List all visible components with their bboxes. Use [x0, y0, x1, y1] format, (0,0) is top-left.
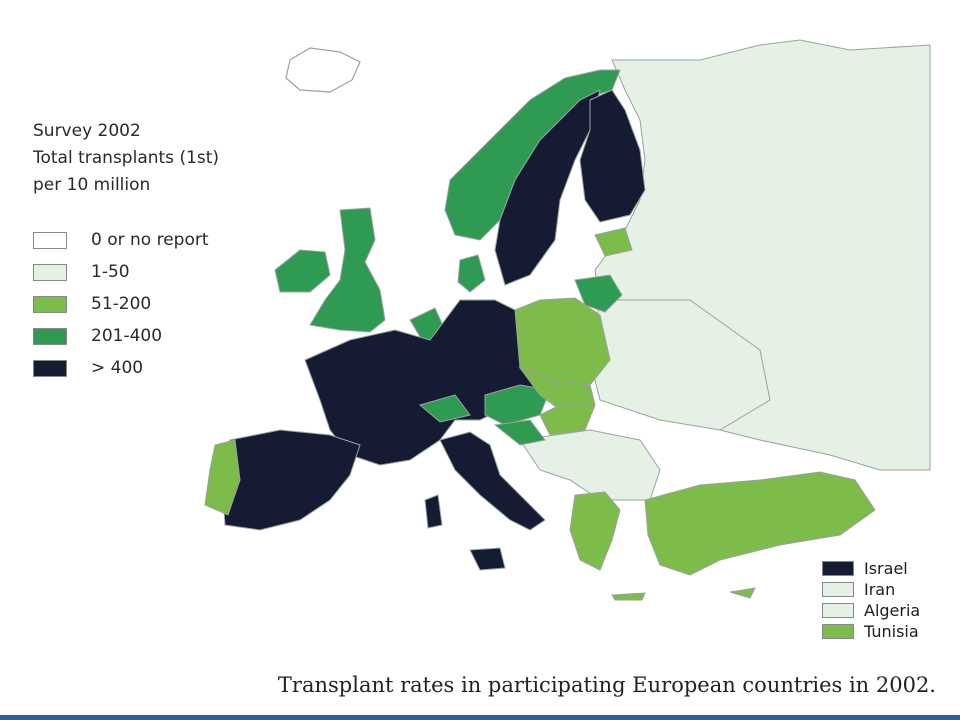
region-croatia — [493, 419, 546, 446]
region-hungary — [539, 404, 596, 436]
region-italy — [439, 431, 546, 531]
other-countries-legend: Israel Iran Algeria Tunisia — [822, 558, 920, 642]
figure-caption: Transplant rates in participating Europe… — [277, 673, 936, 697]
region-uk — [309, 207, 386, 333]
legend-title-line-3: per 10 million — [33, 175, 151, 195]
legend-label: 201-400 — [91, 326, 163, 346]
region-iceland — [285, 47, 361, 93]
bottom-accent-bar — [0, 715, 960, 720]
legend-label: 1-50 — [91, 262, 130, 282]
other-item-iran: Iran — [822, 579, 920, 600]
region-greece — [569, 491, 621, 571]
legend-label: > 400 — [91, 358, 144, 378]
legend-title-line-2: Total transplants (1st) — [33, 148, 220, 168]
legend-swatch — [822, 582, 854, 597]
region-cyprus — [729, 587, 756, 599]
region-finland — [579, 89, 646, 223]
legend-item-mid: 51-200 — [33, 288, 209, 320]
country-label: Israel — [864, 559, 908, 578]
region-denmark — [457, 254, 486, 293]
legend-swatch — [822, 603, 854, 618]
legend-swatch — [33, 359, 67, 377]
legend-swatch — [822, 561, 854, 576]
legend-item-low: 1-50 — [33, 256, 209, 288]
other-item-algeria: Algeria — [822, 600, 920, 621]
legend-item-top: > 400 — [33, 352, 209, 384]
region-sicily — [469, 547, 506, 571]
legend-item-none: 0 or no report — [33, 224, 209, 256]
other-item-israel: Israel — [822, 558, 920, 579]
legend-label: 51-200 — [91, 294, 152, 314]
legend-label: 0 or no report — [91, 230, 209, 250]
region-crete — [611, 592, 646, 601]
region-sardinia — [424, 494, 443, 529]
other-item-tunisia: Tunisia — [822, 621, 920, 642]
legend-swatch — [822, 624, 854, 639]
region-ireland — [274, 249, 331, 293]
region-sweden — [494, 89, 601, 286]
legend-title: Survey 2002 Total transplants (1st) per … — [33, 118, 219, 199]
legend-swatch — [33, 231, 67, 249]
legend-list: 0 or no report 1-50 51-200 201-400 > 400 — [33, 224, 209, 384]
country-label: Algeria — [864, 601, 921, 620]
legend-item-high: 201-400 — [33, 320, 209, 352]
country-label: Tunisia — [864, 622, 919, 641]
legend-title-line-1: Survey 2002 — [33, 121, 141, 141]
region-lithuania — [574, 274, 623, 313]
legend-swatch — [33, 327, 67, 345]
country-label: Iran — [864, 580, 896, 599]
region-turkey — [644, 471, 876, 576]
legend-swatch — [33, 295, 67, 313]
legend-swatch — [33, 263, 67, 281]
region-switzerland — [418, 394, 471, 423]
region-latvia — [594, 227, 633, 257]
region-portugal — [204, 439, 241, 516]
region-spain — [221, 429, 361, 531]
